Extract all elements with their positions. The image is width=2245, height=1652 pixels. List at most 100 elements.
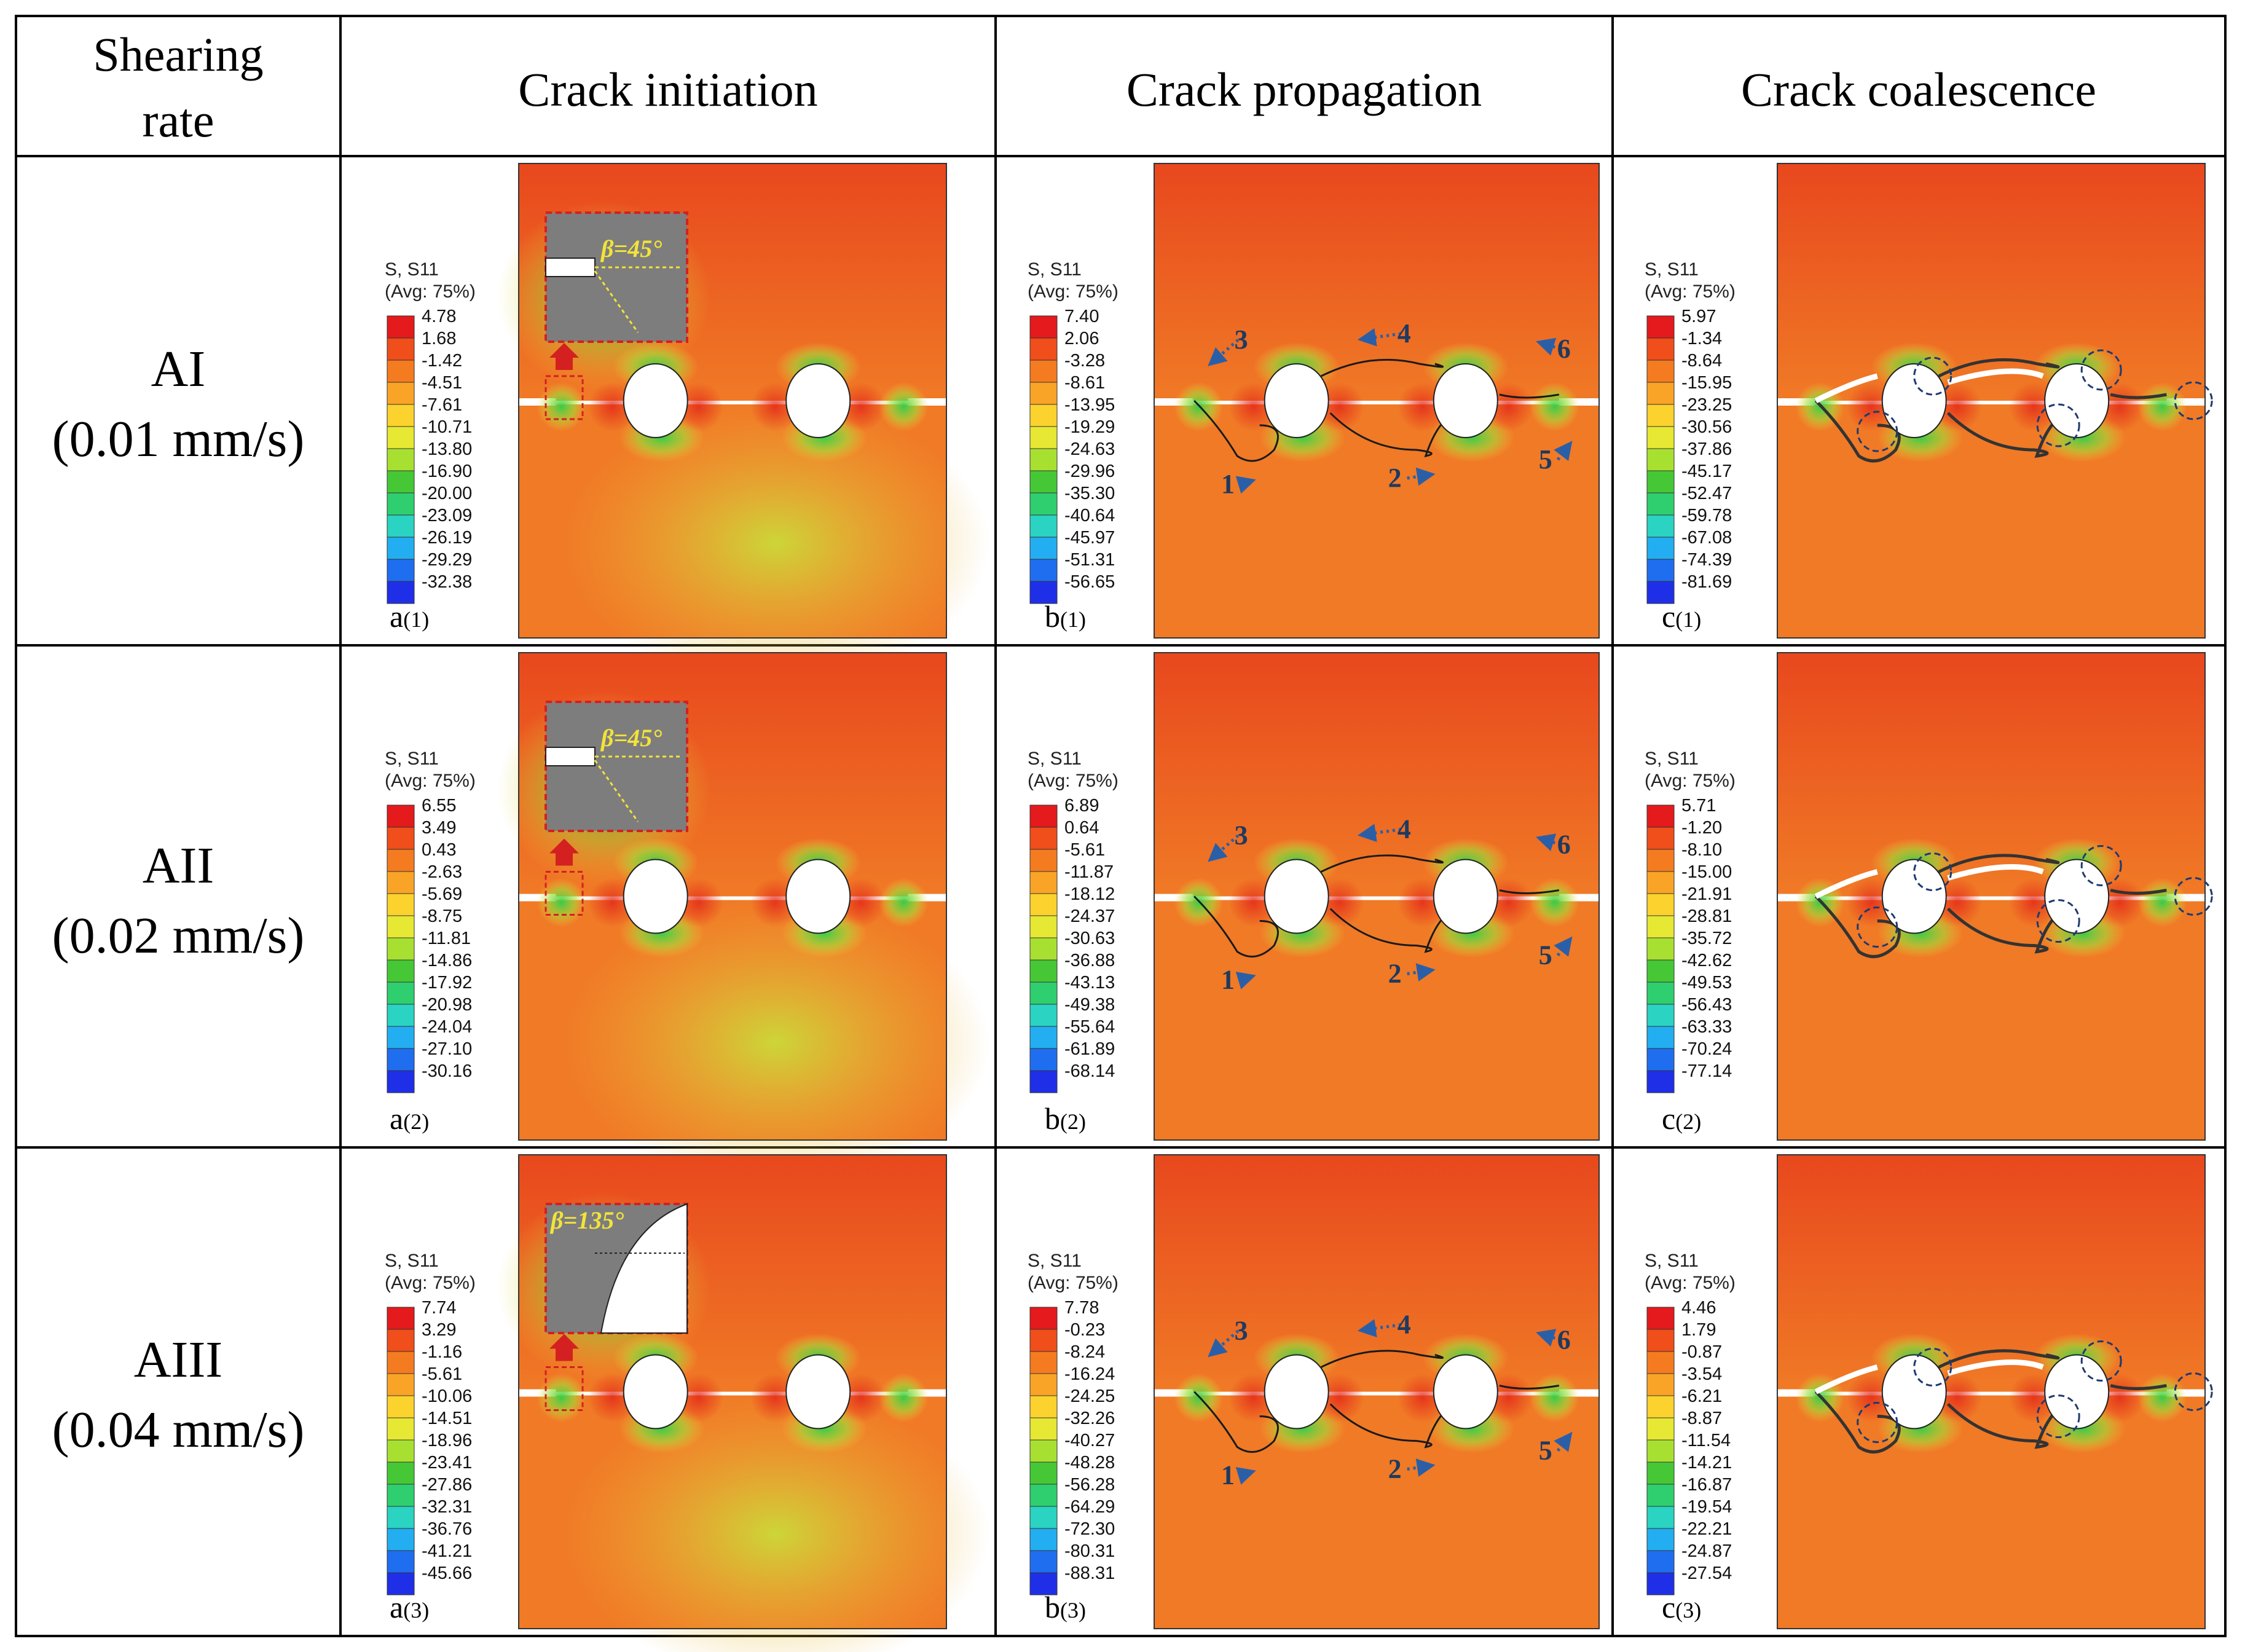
crack-labels: 1 2 3 4 5 6 xyxy=(1208,1310,1573,1490)
crack-path xyxy=(1329,908,1457,953)
crack-paths xyxy=(1814,358,2167,463)
legend-swatch xyxy=(1646,981,1675,1005)
legend-tick: -16.87 xyxy=(1681,1475,1732,1495)
legend-tick: -4.51 xyxy=(422,373,462,393)
legend-swatch xyxy=(1029,404,1058,427)
crack-number: 3 xyxy=(1235,1316,1248,1346)
crack-number: 4 xyxy=(1398,814,1411,844)
circular-hole xyxy=(1881,363,1947,438)
legend-tick: 3.49 xyxy=(422,818,456,838)
legend-tick: -80.31 xyxy=(1064,1541,1115,1561)
stress-zone xyxy=(537,878,586,927)
legend-tick: -72.30 xyxy=(1064,1519,1115,1539)
legend-swatch xyxy=(1646,1417,1675,1441)
dashed-circle xyxy=(2036,899,2080,943)
stress-zone xyxy=(1530,878,1579,927)
legend-tick: -19.29 xyxy=(1064,417,1115,437)
crack-number: 3 xyxy=(1235,820,1248,851)
legend-swatch xyxy=(1646,871,1675,894)
dashed-circle xyxy=(1913,852,1952,891)
legend-tick: 3.29 xyxy=(422,1320,456,1340)
crack-number: 5 xyxy=(1539,1436,1552,1466)
legend-title: S, S11 xyxy=(1645,1251,1699,1271)
legend-tick: 4.78 xyxy=(422,307,456,326)
legend-swatch xyxy=(387,1026,415,1049)
legend-tick: -45.66 xyxy=(422,1564,472,1583)
crack-number: 6 xyxy=(1557,1325,1571,1355)
crack-opening xyxy=(1814,1364,1878,1394)
legend-tick: -56.28 xyxy=(1064,1475,1115,1495)
crack-opening xyxy=(1947,368,2044,385)
legend-title: S, S11 xyxy=(1028,1251,1082,1271)
legend-swatch xyxy=(1029,1395,1058,1418)
panel-letter: a xyxy=(390,1590,403,1624)
legend-tick: 6.89 xyxy=(1064,796,1099,816)
legend-swatch xyxy=(1029,1484,1058,1507)
stress-field xyxy=(1776,1154,2206,1629)
crack-arrow xyxy=(1235,476,1256,494)
legend-tick: -61.89 xyxy=(1064,1039,1115,1059)
dashed-circle xyxy=(2080,349,2122,391)
legend-swatch xyxy=(1029,1329,1058,1352)
legend-tick: -14.21 xyxy=(1681,1453,1732,1473)
panel-label: b(1) xyxy=(1045,599,1086,634)
legend-tick: -1.20 xyxy=(1681,818,1722,838)
legend-swatch xyxy=(1646,915,1675,938)
legend-tick: -0.87 xyxy=(1681,1342,1722,1362)
failure-markers xyxy=(1857,845,2213,948)
circular-hole xyxy=(1433,363,1498,438)
legend-tick: -45.17 xyxy=(1681,462,1732,481)
legend-swatch xyxy=(1646,1506,1675,1529)
legend: S, S11(Avg: 75%) 7.78-0.23-8.24-16.24-24.… xyxy=(1028,1251,1119,1595)
crack-path xyxy=(1946,411,2069,458)
legend-tick: -77.14 xyxy=(1681,1061,1732,1081)
legend-swatch xyxy=(1029,448,1058,471)
panel-label: c(1) xyxy=(1662,599,1701,634)
legend-tick: -52.47 xyxy=(1681,484,1732,503)
stress-zone xyxy=(2137,1373,2187,1423)
legend-swatch xyxy=(1646,1048,1675,1071)
stress-field xyxy=(1153,652,1600,1141)
legend-swatch xyxy=(1646,559,1675,582)
stress-zone xyxy=(879,382,929,431)
crack-arrow xyxy=(1536,833,1562,852)
legend-swatch xyxy=(387,1461,415,1485)
legend-swatch xyxy=(387,1004,415,1027)
stress-field xyxy=(1153,1154,1600,1629)
crack-path xyxy=(1938,854,2060,873)
legend-tick: -20.00 xyxy=(422,484,472,503)
legend-tick: -0.23 xyxy=(1064,1320,1105,1340)
legend-swatch xyxy=(1029,1351,1058,1374)
legend-tick: -41.21 xyxy=(422,1541,472,1561)
crack-path xyxy=(1193,399,1279,462)
circular-hole xyxy=(1433,859,1498,934)
dashed-circle xyxy=(2174,877,2213,916)
lower-block xyxy=(1154,404,1599,638)
legend-tick: -8.10 xyxy=(1681,840,1722,860)
panel-label: c(3) xyxy=(1662,1590,1701,1624)
legend-tick: 1.79 xyxy=(1681,1320,1716,1340)
legend-swatch xyxy=(1029,559,1058,582)
table-grid xyxy=(15,15,2227,1637)
stress-field xyxy=(1153,163,1600,639)
red-arrow-icon xyxy=(549,1334,579,1361)
legend-tick: 0.64 xyxy=(1064,818,1099,838)
legend-avg: (Avg: 75%) xyxy=(385,1273,476,1293)
crack-arrow xyxy=(1407,467,1436,486)
legend-swatch xyxy=(387,804,415,828)
specimen-outline xyxy=(1777,163,2206,639)
legend-swatch xyxy=(1029,315,1058,339)
legend-swatch xyxy=(1029,1550,1058,1573)
circular-hole xyxy=(1433,1354,1498,1430)
legend-tick: -51.31 xyxy=(1064,550,1115,570)
legend-tick: -68.14 xyxy=(1064,1061,1115,1081)
stress-zone xyxy=(561,1391,989,1652)
row-rate-ai: (0.01 mm/s) xyxy=(52,411,305,468)
legend-swatch xyxy=(387,937,415,961)
inset-beta-angle: β=45° xyxy=(600,724,662,752)
legend-tick: -7.61 xyxy=(422,395,462,415)
legend-tick: -15.95 xyxy=(1681,373,1732,393)
dashed-circle xyxy=(2080,845,2122,886)
legend-swatch xyxy=(387,1550,415,1573)
legend-swatch xyxy=(1029,937,1058,961)
